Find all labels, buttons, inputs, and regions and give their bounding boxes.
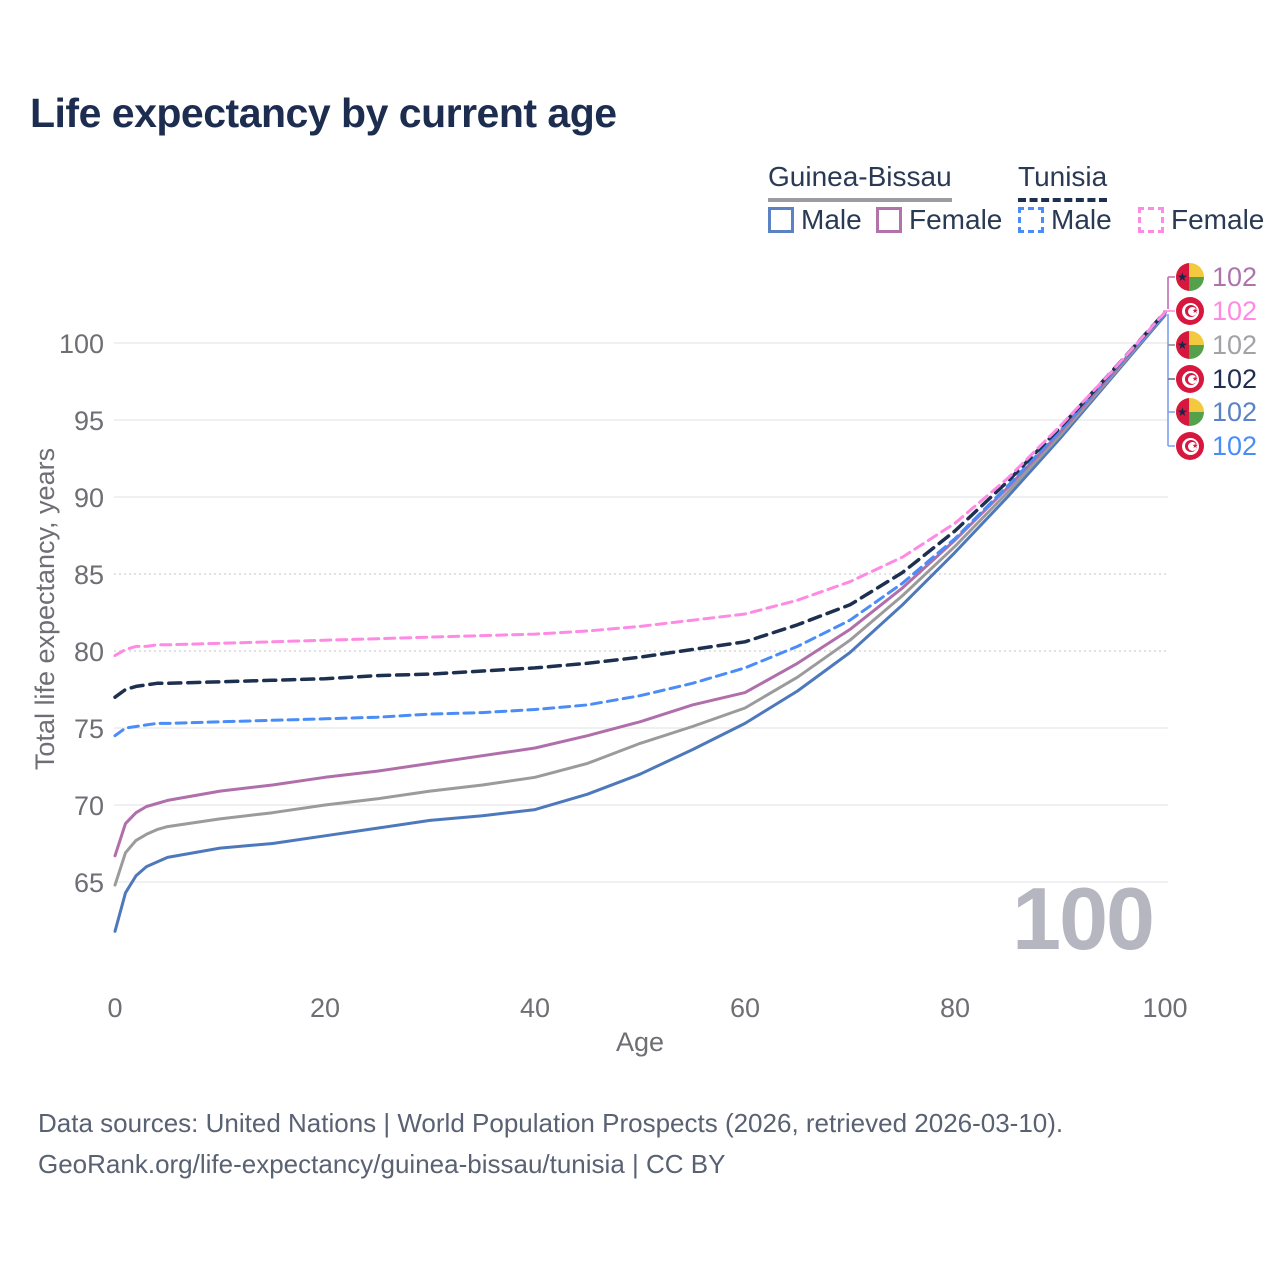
tunisia-male-swatch-icon <box>1018 207 1044 233</box>
legend-item-label: Female <box>1171 204 1265 235</box>
endpoint-value: 102 <box>1212 330 1258 360</box>
endpoint-value: 102 <box>1212 364 1258 394</box>
endpoint-value: 102 <box>1212 431 1258 461</box>
endpoint-value: 102 <box>1212 397 1258 427</box>
guinea-bissau-flag-icon: ★ <box>1176 398 1204 426</box>
x-tick-label-0: 0 <box>107 993 123 1023</box>
series-line-guinea-bissau-both <box>113 312 1167 887</box>
footer-attribution: GeoRank.org/life-expectancy/guinea-bissa… <box>38 1149 726 1179</box>
y-tick-label-65: 65 <box>73 868 104 898</box>
guinea-bissau-flag-icon: ★ <box>1176 263 1204 291</box>
footer-data-sources: Data sources: United Nations | World Pop… <box>38 1108 1064 1138</box>
x-tick-label-100: 100 <box>1142 993 1188 1023</box>
endpoint-label-guinea-bissau-female: ★ 102 <box>1176 263 1257 291</box>
tunisia-flag-icon: ★ <box>1176 432 1204 460</box>
legend-item-label: Female <box>909 204 1003 235</box>
endpoint-label-tunisia-both-sexes: ★ 102 <box>1176 365 1257 393</box>
series-line-tunisia-both <box>113 310 1167 699</box>
endpoint-label-guinea-bissau-both-sexes: ★ 102 <box>1176 331 1257 359</box>
legend-item-guinea-bissau-male[interactable]: Male <box>768 204 862 236</box>
x-tick-label-60: 60 <box>729 993 761 1023</box>
endpoint-label-tunisia-male: ★ 102 <box>1176 432 1257 460</box>
guinea-bissau-female-swatch-icon <box>876 207 902 233</box>
legend-item-label: Male <box>801 204 862 235</box>
endpoint-label-guinea-bissau-male: ★ 102 <box>1176 398 1257 426</box>
y-tick-label-90: 90 <box>73 483 104 513</box>
y-tick-label-70: 70 <box>73 791 104 821</box>
legend-group-tunisia[interactable]: Tunisia <box>1018 161 1108 202</box>
series-line-guinea-bissau-male <box>113 313 1167 933</box>
series-line-tunisia-male <box>113 312 1167 738</box>
y-tick-label-85: 85 <box>73 560 104 590</box>
page-title: Life expectancy by current age <box>30 90 617 136</box>
y-tick-label-95: 95 <box>73 406 104 436</box>
endpoint-label-tunisia-female: ★ 102 <box>1176 297 1257 325</box>
legend-group-guinea-bissau[interactable]: Guinea-Bissau <box>768 161 952 202</box>
y-tick-label-75: 75 <box>73 714 104 744</box>
legend-item-guinea-bissau-female[interactable]: Female <box>876 204 1002 236</box>
leader-line-top <box>1167 276 1175 309</box>
leader-ticks-blue <box>1168 411 1175 447</box>
x-axis-title: Age <box>615 1027 665 1057</box>
x-tick-label-40: 40 <box>519 993 551 1023</box>
y-tick-label-80: 80 <box>73 637 104 667</box>
endpoint-value: 102 <box>1212 296 1258 326</box>
guinea-bissau-male-swatch-icon <box>768 207 794 233</box>
endpoint-value: 102 <box>1212 262 1258 292</box>
x-tick-label-20: 20 <box>309 993 341 1023</box>
guinea-bissau-flag-icon: ★ <box>1176 331 1204 359</box>
x-tick-label-80: 80 <box>939 993 971 1023</box>
legend-item-label: Male <box>1051 204 1112 235</box>
legend-item-tunisia-male[interactable]: Male <box>1018 204 1112 236</box>
legend-item-tunisia-female[interactable]: Female <box>1138 204 1264 236</box>
series-line-tunisia-female <box>113 310 1167 658</box>
tunisia-flag-icon: ★ <box>1176 297 1204 325</box>
tunisia-flag-icon: ★ <box>1176 365 1204 393</box>
age-watermark: 100 <box>1012 869 1155 968</box>
y-axis-title: Total life expectancy, years <box>30 447 60 771</box>
y-tick-label-100: 100 <box>58 329 104 359</box>
tunisia-female-swatch-icon <box>1138 207 1164 233</box>
